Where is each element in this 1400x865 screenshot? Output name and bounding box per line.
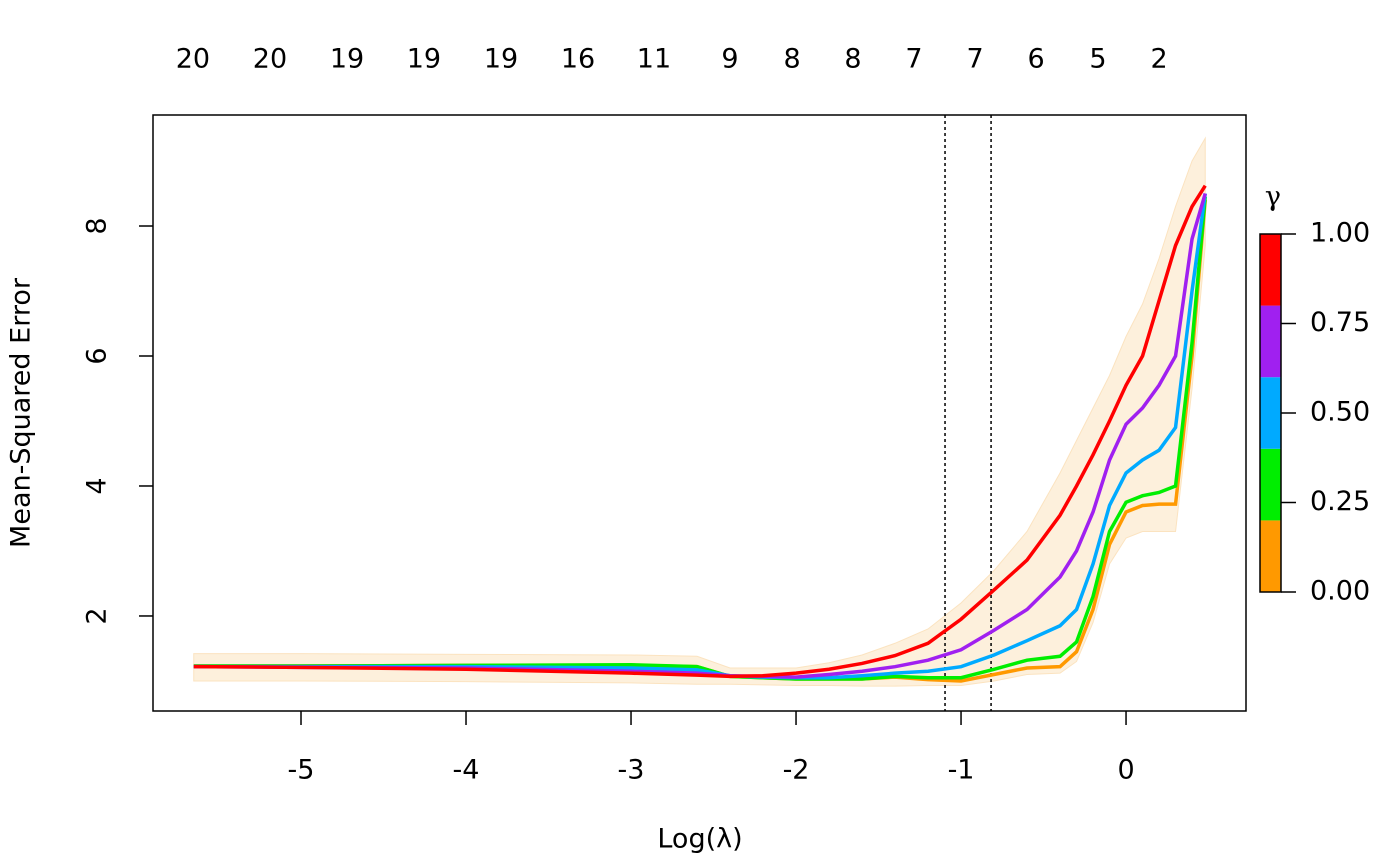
series-line (193, 184, 1207, 679)
colorbar-segment (1260, 305, 1281, 378)
top-tick-label: 8 (844, 44, 861, 75)
y-tick-label: 4 (82, 477, 113, 494)
top-tick-label: 16 (561, 44, 595, 75)
series-line (193, 193, 1207, 680)
x-tick-label: -1 (948, 755, 975, 786)
top-tick-label: 7 (905, 44, 922, 75)
colorbar-segment (1260, 520, 1281, 592)
y-tick-label: 6 (82, 347, 113, 364)
x-tick-label: -4 (453, 755, 480, 786)
top-tick-label: 19 (330, 44, 364, 75)
series-line (193, 193, 1207, 679)
colorbar-segment (1260, 377, 1281, 449)
plot-frame (152, 114, 1247, 712)
top-tick-label: 9 (721, 44, 738, 75)
colorbar-segment (1260, 448, 1281, 521)
colorbar-tick-label: 0.50 (1310, 397, 1370, 428)
y-tick-label: 2 (82, 607, 113, 624)
colorbar-segment (1260, 234, 1281, 306)
series-line (193, 196, 1207, 681)
x-tick-label: -2 (783, 755, 810, 786)
x-tick-label: -5 (288, 755, 315, 786)
colorbar-title: γ (1265, 182, 1281, 213)
top-tick-label: 19 (484, 44, 518, 75)
top-tick-label: 5 (1089, 44, 1106, 75)
colorbar-tick-label: 0.00 (1310, 576, 1370, 607)
top-tick-label: 7 (966, 44, 983, 75)
top-tick-label: 19 (407, 44, 441, 75)
top-tick-label: 2 (1150, 44, 1167, 75)
x-tick-label: -3 (618, 755, 645, 786)
top-tick-label: 20 (176, 44, 210, 75)
error-band (193, 136, 1206, 687)
x-axis-label: Log(λ) (657, 824, 742, 855)
colorbar-tick-label: 1.00 (1310, 218, 1370, 249)
y-tick-label: 8 (82, 217, 113, 234)
y-axis-label: Mean-Squared Error (6, 277, 37, 548)
top-tick-label: 20 (253, 44, 287, 75)
top-tick-label: 8 (783, 44, 800, 75)
top-tick-label: 6 (1028, 44, 1045, 75)
colorbar-tick-label: 0.75 (1310, 307, 1370, 338)
x-tick-label: 0 (1117, 755, 1134, 786)
colorbar-tick-label: 0.25 (1310, 486, 1370, 517)
top-tick-label: 11 (637, 44, 671, 75)
